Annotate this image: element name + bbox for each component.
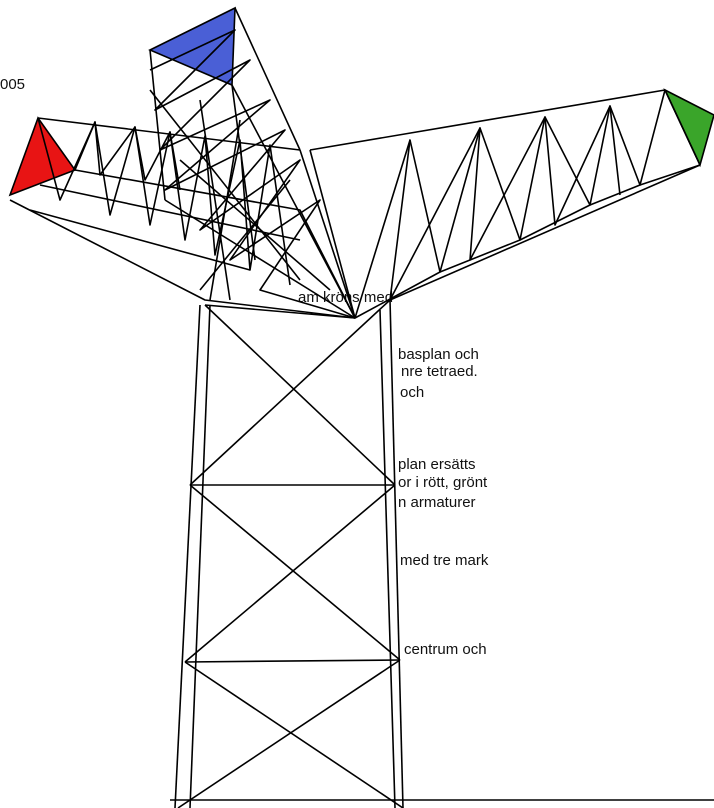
strut <box>310 90 700 318</box>
strut <box>150 50 165 200</box>
page: 005 am kröns med basplan och nre tetraed… <box>0 0 714 808</box>
strut <box>190 305 210 808</box>
strut <box>150 90 300 280</box>
strut <box>185 485 395 662</box>
strut <box>185 660 400 662</box>
strut <box>185 662 403 808</box>
tower <box>175 300 403 808</box>
strut <box>205 305 395 485</box>
strut <box>75 122 290 285</box>
strut <box>190 300 390 485</box>
strut <box>235 8 300 150</box>
strut <box>190 485 400 660</box>
green-tip <box>665 90 714 165</box>
strut <box>175 305 200 808</box>
strut <box>390 165 700 300</box>
strut <box>150 30 355 318</box>
strut <box>178 660 400 808</box>
left-arm <box>10 118 355 318</box>
strut <box>300 150 355 318</box>
right-arm <box>310 90 700 318</box>
lattice-drawing <box>0 0 714 808</box>
red-tip <box>10 118 75 195</box>
